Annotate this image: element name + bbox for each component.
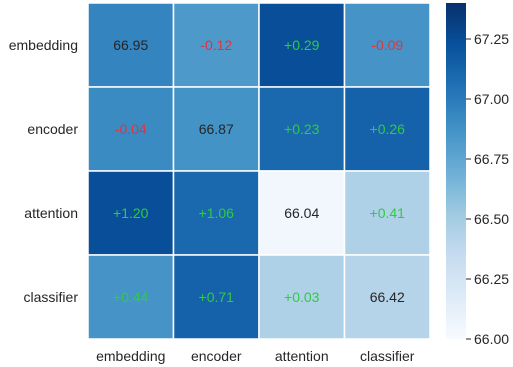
- heatmap-cell-embedding-attention: [258, 2, 346, 88]
- colorbar-tick-label: 66.75: [474, 151, 509, 167]
- colorbar-tick-label: 66.25: [474, 271, 509, 287]
- heatmap-cell-embedding-embedding: [87, 2, 175, 88]
- colorbar-gradient: [446, 3, 466, 339]
- cell-annotation-embedding-encoder: -0.12: [200, 37, 232, 53]
- heatmap-cell-classifier-embedding: [87, 254, 175, 340]
- heatmap-cell-encoder-classifier: [343, 86, 431, 172]
- heatmap-cell-encoder-encoder: [172, 86, 260, 172]
- column-label-encoder: encoder: [191, 348, 242, 364]
- colorbar-tick-label: 67.25: [474, 31, 509, 47]
- cell-annotation-embedding-embedding: 66.95: [113, 37, 148, 53]
- heatmap-cell-attention-classifier: [343, 170, 431, 256]
- cell-annotation-encoder-classifier: +0.26: [370, 121, 406, 137]
- row-labels: embedding encoder attention classifier: [9, 37, 79, 305]
- row-label-attention: attention: [24, 205, 78, 221]
- column-labels: embedding encoder attention classifier: [96, 348, 415, 364]
- colorbar-tick-label: 66.00: [474, 331, 509, 347]
- heatmap-cell-attention-encoder: [172, 170, 260, 256]
- cell-annotation-classifier-attention: +0.03: [284, 289, 320, 305]
- column-label-classifier: classifier: [360, 348, 415, 364]
- column-label-embedding: embedding: [96, 348, 165, 364]
- cell-annotation-embedding-classifier: -0.09: [371, 37, 403, 53]
- cell-annotation-classifier-classifier: 66.42: [370, 289, 405, 305]
- cell-annotation-attention-classifier: +0.41: [370, 205, 406, 221]
- cell-annotation-attention-attention: 66.04: [284, 205, 319, 221]
- row-label-encoder: encoder: [27, 121, 78, 137]
- heatmap-cell-classifier-classifier: [343, 254, 431, 340]
- cell-annotation-attention-embedding: +1.20: [113, 205, 149, 221]
- colorbar-tick-label: 66.50: [474, 211, 509, 227]
- cell-annotation-attention-encoder: +1.06: [199, 205, 235, 221]
- heatmap-cell-embedding-classifier: [343, 2, 431, 88]
- heatmap-cell-embedding-encoder: [172, 2, 260, 88]
- colorbar-tick-label: 67.00: [474, 91, 509, 107]
- colorbar: 66.00 66.25 66.50 66.75 67.00 67.25: [446, 3, 509, 347]
- cell-annotations: 66.95 -0.12 +0.29 -0.09 -0.04 66.87 +0.23 +0.26…: [113, 37, 405, 305]
- cell-annotation-encoder-attention: +0.23: [284, 121, 320, 137]
- row-label-embedding: embedding: [9, 37, 78, 53]
- column-label-attention: attention: [275, 348, 329, 364]
- heatmap-cell-classifier-encoder: [172, 254, 260, 340]
- heatmap-cells: [87, 2, 431, 340]
- row-label-classifier: classifier: [24, 289, 79, 305]
- cell-annotation-embedding-attention: +0.29: [284, 37, 320, 53]
- cell-annotation-encoder-encoder: 66.87: [199, 121, 234, 137]
- cell-annotation-classifier-embedding: +0.44: [113, 289, 149, 305]
- cell-annotation-classifier-encoder: +0.71: [199, 289, 235, 305]
- cell-annotation-encoder-embedding: -0.04: [115, 121, 147, 137]
